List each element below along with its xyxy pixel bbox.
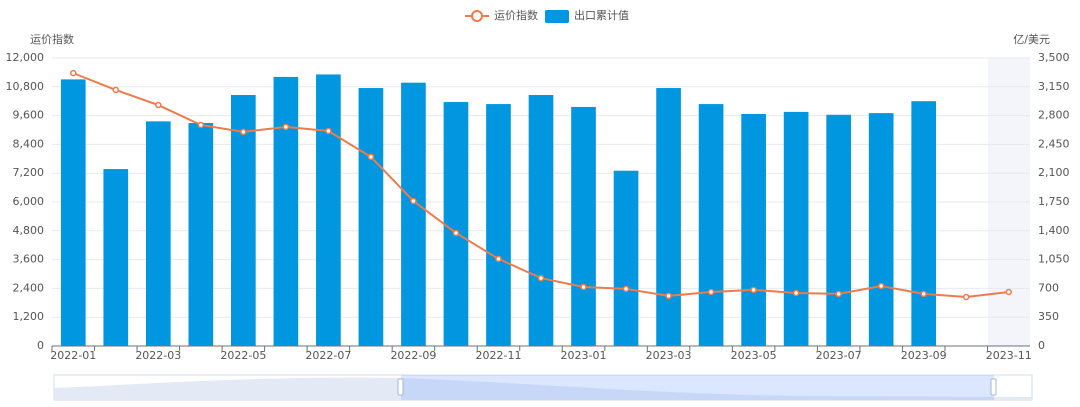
line-point bbox=[70, 69, 77, 77]
bar bbox=[188, 123, 214, 347]
y-tick-label: 10,800 bbox=[6, 80, 45, 93]
line-point bbox=[197, 121, 205, 129]
x-tick-label: 2023-09 bbox=[901, 349, 947, 362]
bar bbox=[316, 74, 341, 346]
line-point bbox=[155, 101, 162, 109]
line-point bbox=[537, 274, 545, 282]
y-tick-label: 2,400 bbox=[13, 281, 45, 294]
x-tick-label: 2023-05 bbox=[731, 349, 777, 362]
y-tick-label: 8,400 bbox=[13, 137, 45, 150]
bar bbox=[358, 88, 384, 346]
line-point bbox=[750, 286, 757, 294]
line-point bbox=[282, 123, 290, 131]
zoom-window[interactable] bbox=[401, 375, 994, 400]
line-point bbox=[792, 289, 800, 297]
y-tick-label: 6,000 bbox=[13, 195, 45, 208]
y-tick-label: 9,600 bbox=[13, 109, 45, 122]
legend-label: 出口累计值 bbox=[574, 8, 629, 22]
y2-axis-label: 亿/美元 bbox=[1013, 33, 1050, 46]
line-point bbox=[410, 197, 417, 205]
bar bbox=[698, 104, 724, 346]
x-tick-label: 2023-07 bbox=[816, 349, 862, 362]
line-point bbox=[240, 128, 247, 136]
bar bbox=[911, 101, 937, 346]
zoom-handle[interactable] bbox=[990, 378, 997, 396]
y2-tick-label: 3,500 bbox=[1038, 51, 1070, 64]
zoom-handle[interactable] bbox=[397, 378, 404, 396]
y2-tick-label: 1,400 bbox=[1038, 224, 1070, 237]
line-point bbox=[707, 288, 715, 296]
x-tick-label: 2022-07 bbox=[305, 349, 351, 362]
line-point bbox=[622, 285, 630, 293]
y-tick-label: 0 bbox=[37, 339, 44, 352]
x-tick-label: 2023-03 bbox=[646, 349, 692, 362]
y2-tick-label: 2,800 bbox=[1038, 109, 1070, 122]
bar bbox=[401, 82, 426, 346]
y-axis-label: 运价指数 bbox=[30, 32, 74, 46]
x-tick-label: 2022-09 bbox=[390, 349, 436, 362]
line-point bbox=[1005, 288, 1012, 296]
bar bbox=[443, 102, 469, 346]
bar bbox=[741, 113, 766, 346]
y2-tick-label: 350 bbox=[1038, 310, 1059, 323]
x-tick-label: 2023-11 bbox=[986, 349, 1032, 362]
y2-tick-label: 1,750 bbox=[1038, 195, 1070, 208]
y-tick-label: 7,200 bbox=[13, 166, 45, 179]
bar bbox=[103, 169, 129, 346]
zoom-preview bbox=[54, 377, 1032, 400]
bar bbox=[613, 170, 639, 346]
bar bbox=[273, 76, 299, 346]
line-point bbox=[835, 290, 842, 298]
line-point bbox=[962, 293, 970, 301]
y-tick-label: 4,800 bbox=[13, 224, 45, 237]
x-tick-label: 2022-05 bbox=[220, 349, 266, 362]
y2-tick-label: 0 bbox=[1038, 339, 1045, 352]
data-zoom[interactable] bbox=[53, 374, 1033, 401]
x-tick-label: 2023-01 bbox=[561, 349, 607, 362]
legend-label: 运价指数 bbox=[494, 8, 538, 22]
bar bbox=[868, 113, 894, 346]
line-point bbox=[920, 290, 927, 298]
line-point bbox=[452, 229, 460, 237]
bar bbox=[145, 121, 171, 346]
line-point bbox=[112, 86, 120, 94]
bar bbox=[656, 88, 681, 346]
y2-tick-label: 2,100 bbox=[1038, 166, 1070, 179]
bar bbox=[231, 95, 256, 347]
x-tick-label: 2022-01 bbox=[50, 349, 96, 362]
legend-swatch bbox=[471, 10, 483, 22]
bar bbox=[826, 114, 851, 346]
line-point bbox=[325, 127, 332, 135]
bar bbox=[571, 106, 596, 347]
y2-tick-label: 700 bbox=[1038, 281, 1059, 294]
line-point bbox=[495, 255, 502, 263]
line-point bbox=[877, 282, 885, 290]
x-tick-label: 2022-03 bbox=[135, 349, 181, 362]
legend-swatch bbox=[545, 10, 569, 23]
line-point bbox=[367, 153, 375, 161]
bar bbox=[783, 111, 809, 346]
y-tick-label: 3,600 bbox=[13, 253, 45, 266]
y2-tick-label: 2,450 bbox=[1038, 137, 1070, 150]
line-point bbox=[665, 292, 672, 300]
y-tick-label: 12,000 bbox=[6, 51, 45, 64]
bar bbox=[60, 79, 86, 346]
y2-tick-label: 1,050 bbox=[1038, 253, 1070, 266]
line-point bbox=[580, 283, 587, 291]
bar bbox=[486, 104, 511, 346]
y2-tick-label: 3,150 bbox=[1038, 80, 1070, 93]
x-tick-label: 2022-11 bbox=[475, 349, 521, 362]
y-tick-label: 1,200 bbox=[13, 310, 45, 323]
bar bbox=[528, 95, 554, 347]
